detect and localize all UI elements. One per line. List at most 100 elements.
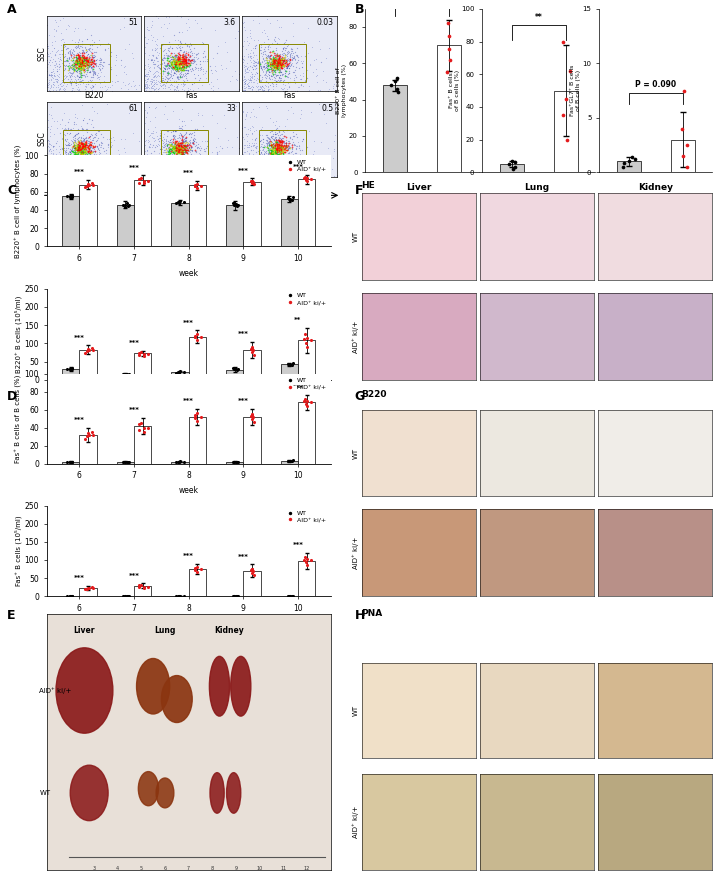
Point (263, 65, 275, 79)
Point (259, 43, 271, 57)
Point (267, 130, 279, 144)
Point (268, 57, 280, 71)
Point (81, 147, 92, 162)
Point (266, 61, 277, 75)
Point (237, 73, 248, 87)
Point (102, 57, 114, 72)
Point (59, 39, 70, 53)
Point (90, 140, 101, 154)
Point (70, 147, 82, 162)
Point (83, 169, 95, 183)
Point (279, 149, 291, 163)
Point (155, 82, 166, 96)
Point (77, 73, 89, 87)
Point (198, 144, 209, 158)
Point (307, 147, 319, 161)
Point (167, 103, 178, 117)
Point (178, 366, 189, 380)
Point (163, 57, 175, 72)
Point (153, 60, 164, 74)
Point (173, 366, 185, 380)
Point (281, 55, 292, 69)
Point (72, 50, 84, 64)
Point (287, 150, 299, 164)
Point (263, 147, 275, 162)
Point (238, 166, 249, 180)
Point (67, 46, 78, 60)
Point (102, 41, 114, 55)
Point (273, 51, 284, 65)
Point (95, 55, 107, 69)
Point (239, 1, 251, 15)
Point (271, 57, 283, 71)
Point (84, 129, 95, 143)
Point (180, 53, 192, 67)
Point (49, 13, 61, 27)
Point (299, 392, 311, 406)
Point (273, 138, 284, 152)
Point (145, 162, 156, 177)
Point (195, 54, 206, 68)
Point (268, 71, 280, 85)
Point (69, 140, 81, 155)
Point (57, 151, 68, 165)
Point (76, 131, 87, 145)
Point (169, 63, 180, 77)
Point (90, 78, 101, 92)
Point (226, 140, 238, 155)
Point (77, 75, 89, 89)
Point (153, 54, 164, 68)
Point (271, 134, 282, 148)
Point (273, 135, 284, 149)
Point (79, 58, 91, 72)
Point (228, 589, 240, 603)
Point (105, 140, 117, 154)
Point (169, 143, 180, 157)
Point (72, 56, 84, 70)
Point (68, 159, 79, 173)
Point (248, 148, 260, 162)
Point (63, 51, 74, 65)
Point (96, 136, 107, 150)
Point (78, 49, 90, 64)
Point (155, 79, 166, 93)
Point (271, 61, 282, 75)
Point (286, 155, 298, 170)
Point (95, 167, 106, 181)
Point (170, 57, 181, 71)
Point (49, 165, 61, 179)
Point (268, 63, 279, 77)
Point (82, 53, 93, 67)
Point (271, 49, 282, 64)
Point (265, 60, 276, 74)
Point (274, 67, 286, 81)
Point (163, 168, 174, 182)
Point (61, 55, 72, 69)
Point (283, 52, 294, 66)
Point (175, 56, 186, 70)
Point (150, 17, 161, 31)
Point (261, 64, 272, 78)
Point (54, 59, 65, 73)
Point (66, 589, 77, 603)
Point (284, 140, 296, 154)
Point (133, 417, 145, 431)
Point (57, 140, 68, 155)
Point (175, 128, 187, 142)
Point (69, 56, 80, 70)
Point (246, 562, 258, 577)
Point (44, 84, 56, 98)
Point (287, 135, 299, 149)
Point (165, 57, 177, 72)
Point (53, 166, 64, 180)
Point (74, 50, 85, 64)
Point (50, 142, 62, 156)
Point (62, 126, 73, 140)
Point (74, 55, 86, 69)
Point (67, 57, 79, 71)
Point (84, 142, 95, 156)
Point (77, 141, 88, 155)
Point (268, 139, 280, 153)
Point (264, 155, 276, 169)
Point (150, 64, 162, 78)
